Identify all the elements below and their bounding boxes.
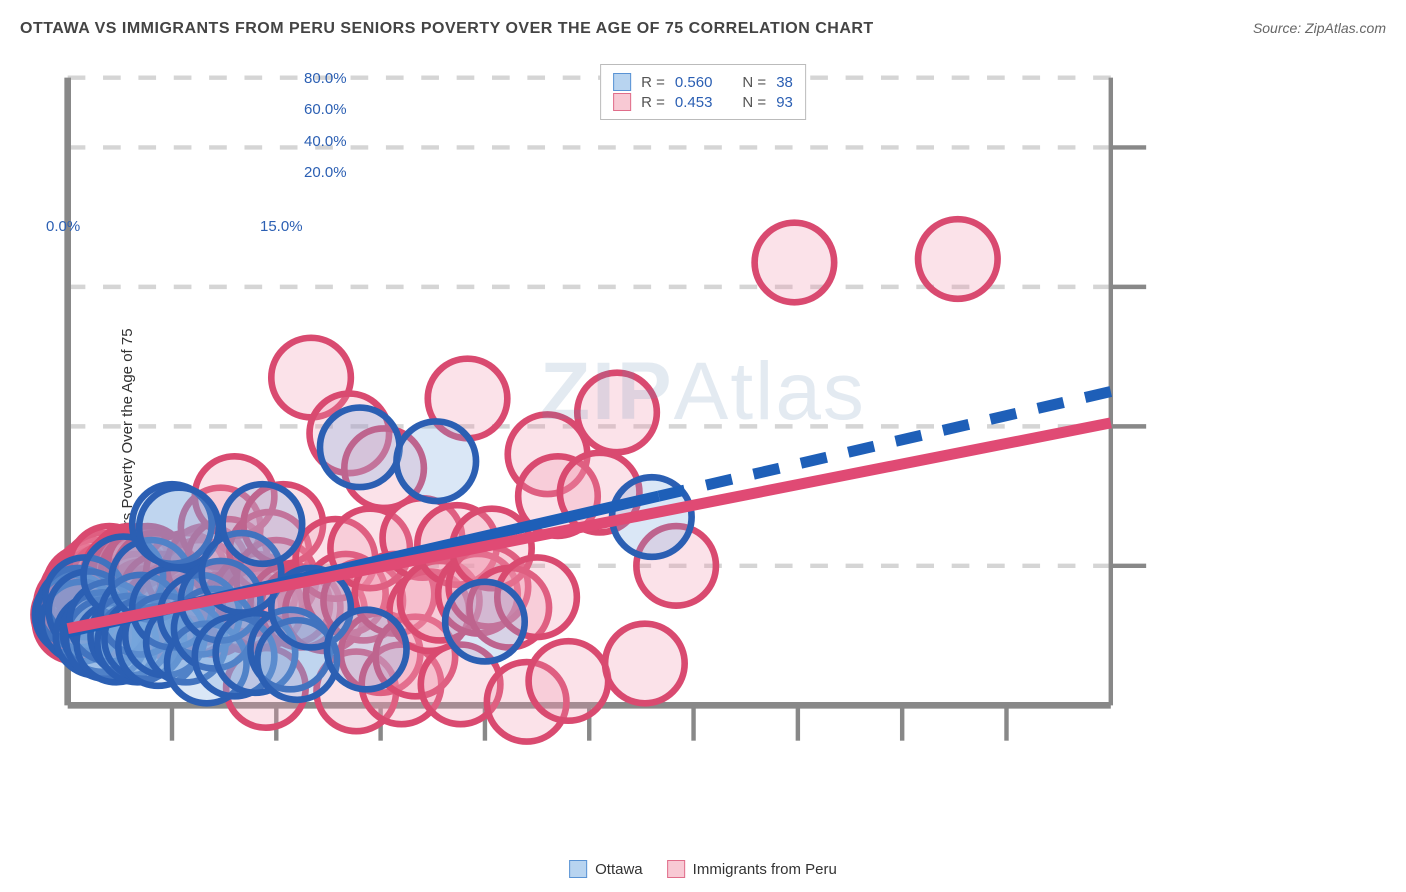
source-label: Source: ZipAtlas.com xyxy=(1253,20,1386,36)
n-label: N = xyxy=(742,74,766,91)
swatch-ottawa xyxy=(613,73,631,91)
bottom-legend: Ottawa Immigrants from Peru xyxy=(569,860,837,878)
y-tick-label: 80.0% xyxy=(304,70,347,87)
swatch-ottawa xyxy=(569,860,587,878)
swatch-peru xyxy=(667,860,685,878)
r-value-ottawa: 0.560 xyxy=(675,74,713,91)
y-tick-label: 60.0% xyxy=(304,101,347,118)
r-label: R = xyxy=(641,94,665,111)
swatch-peru xyxy=(613,93,631,111)
legend-row-ottawa: R = 0.560 N = 38 xyxy=(613,73,793,91)
y-tick-label: 20.0% xyxy=(304,164,347,181)
n-label: N = xyxy=(742,94,766,111)
scatter-plot xyxy=(50,60,1376,723)
correlation-legend: R = 0.560 N = 38 R = 0.453 N = 93 xyxy=(600,64,806,120)
legend-item-ottawa: Ottawa xyxy=(569,860,643,878)
legend-row-peru: R = 0.453 N = 93 xyxy=(613,93,793,111)
y-tick-label: 40.0% xyxy=(304,133,347,150)
chart-container: OTTAWA VS IMMIGRANTS FROM PERU SENIORS P… xyxy=(0,0,1406,892)
r-value-peru: 0.453 xyxy=(675,94,713,111)
n-value-ottawa: 38 xyxy=(776,74,793,91)
x-tick-label: 15.0% xyxy=(260,218,303,235)
n-value-peru: 93 xyxy=(776,94,793,111)
legend-label-ottawa: Ottawa xyxy=(595,861,643,878)
x-tick-label: 0.0% xyxy=(46,218,80,235)
r-label: R = xyxy=(641,74,665,91)
legend-item-peru: Immigrants from Peru xyxy=(667,860,837,878)
legend-label-peru: Immigrants from Peru xyxy=(693,861,837,878)
chart-title: OTTAWA VS IMMIGRANTS FROM PERU SENIORS P… xyxy=(20,20,874,38)
